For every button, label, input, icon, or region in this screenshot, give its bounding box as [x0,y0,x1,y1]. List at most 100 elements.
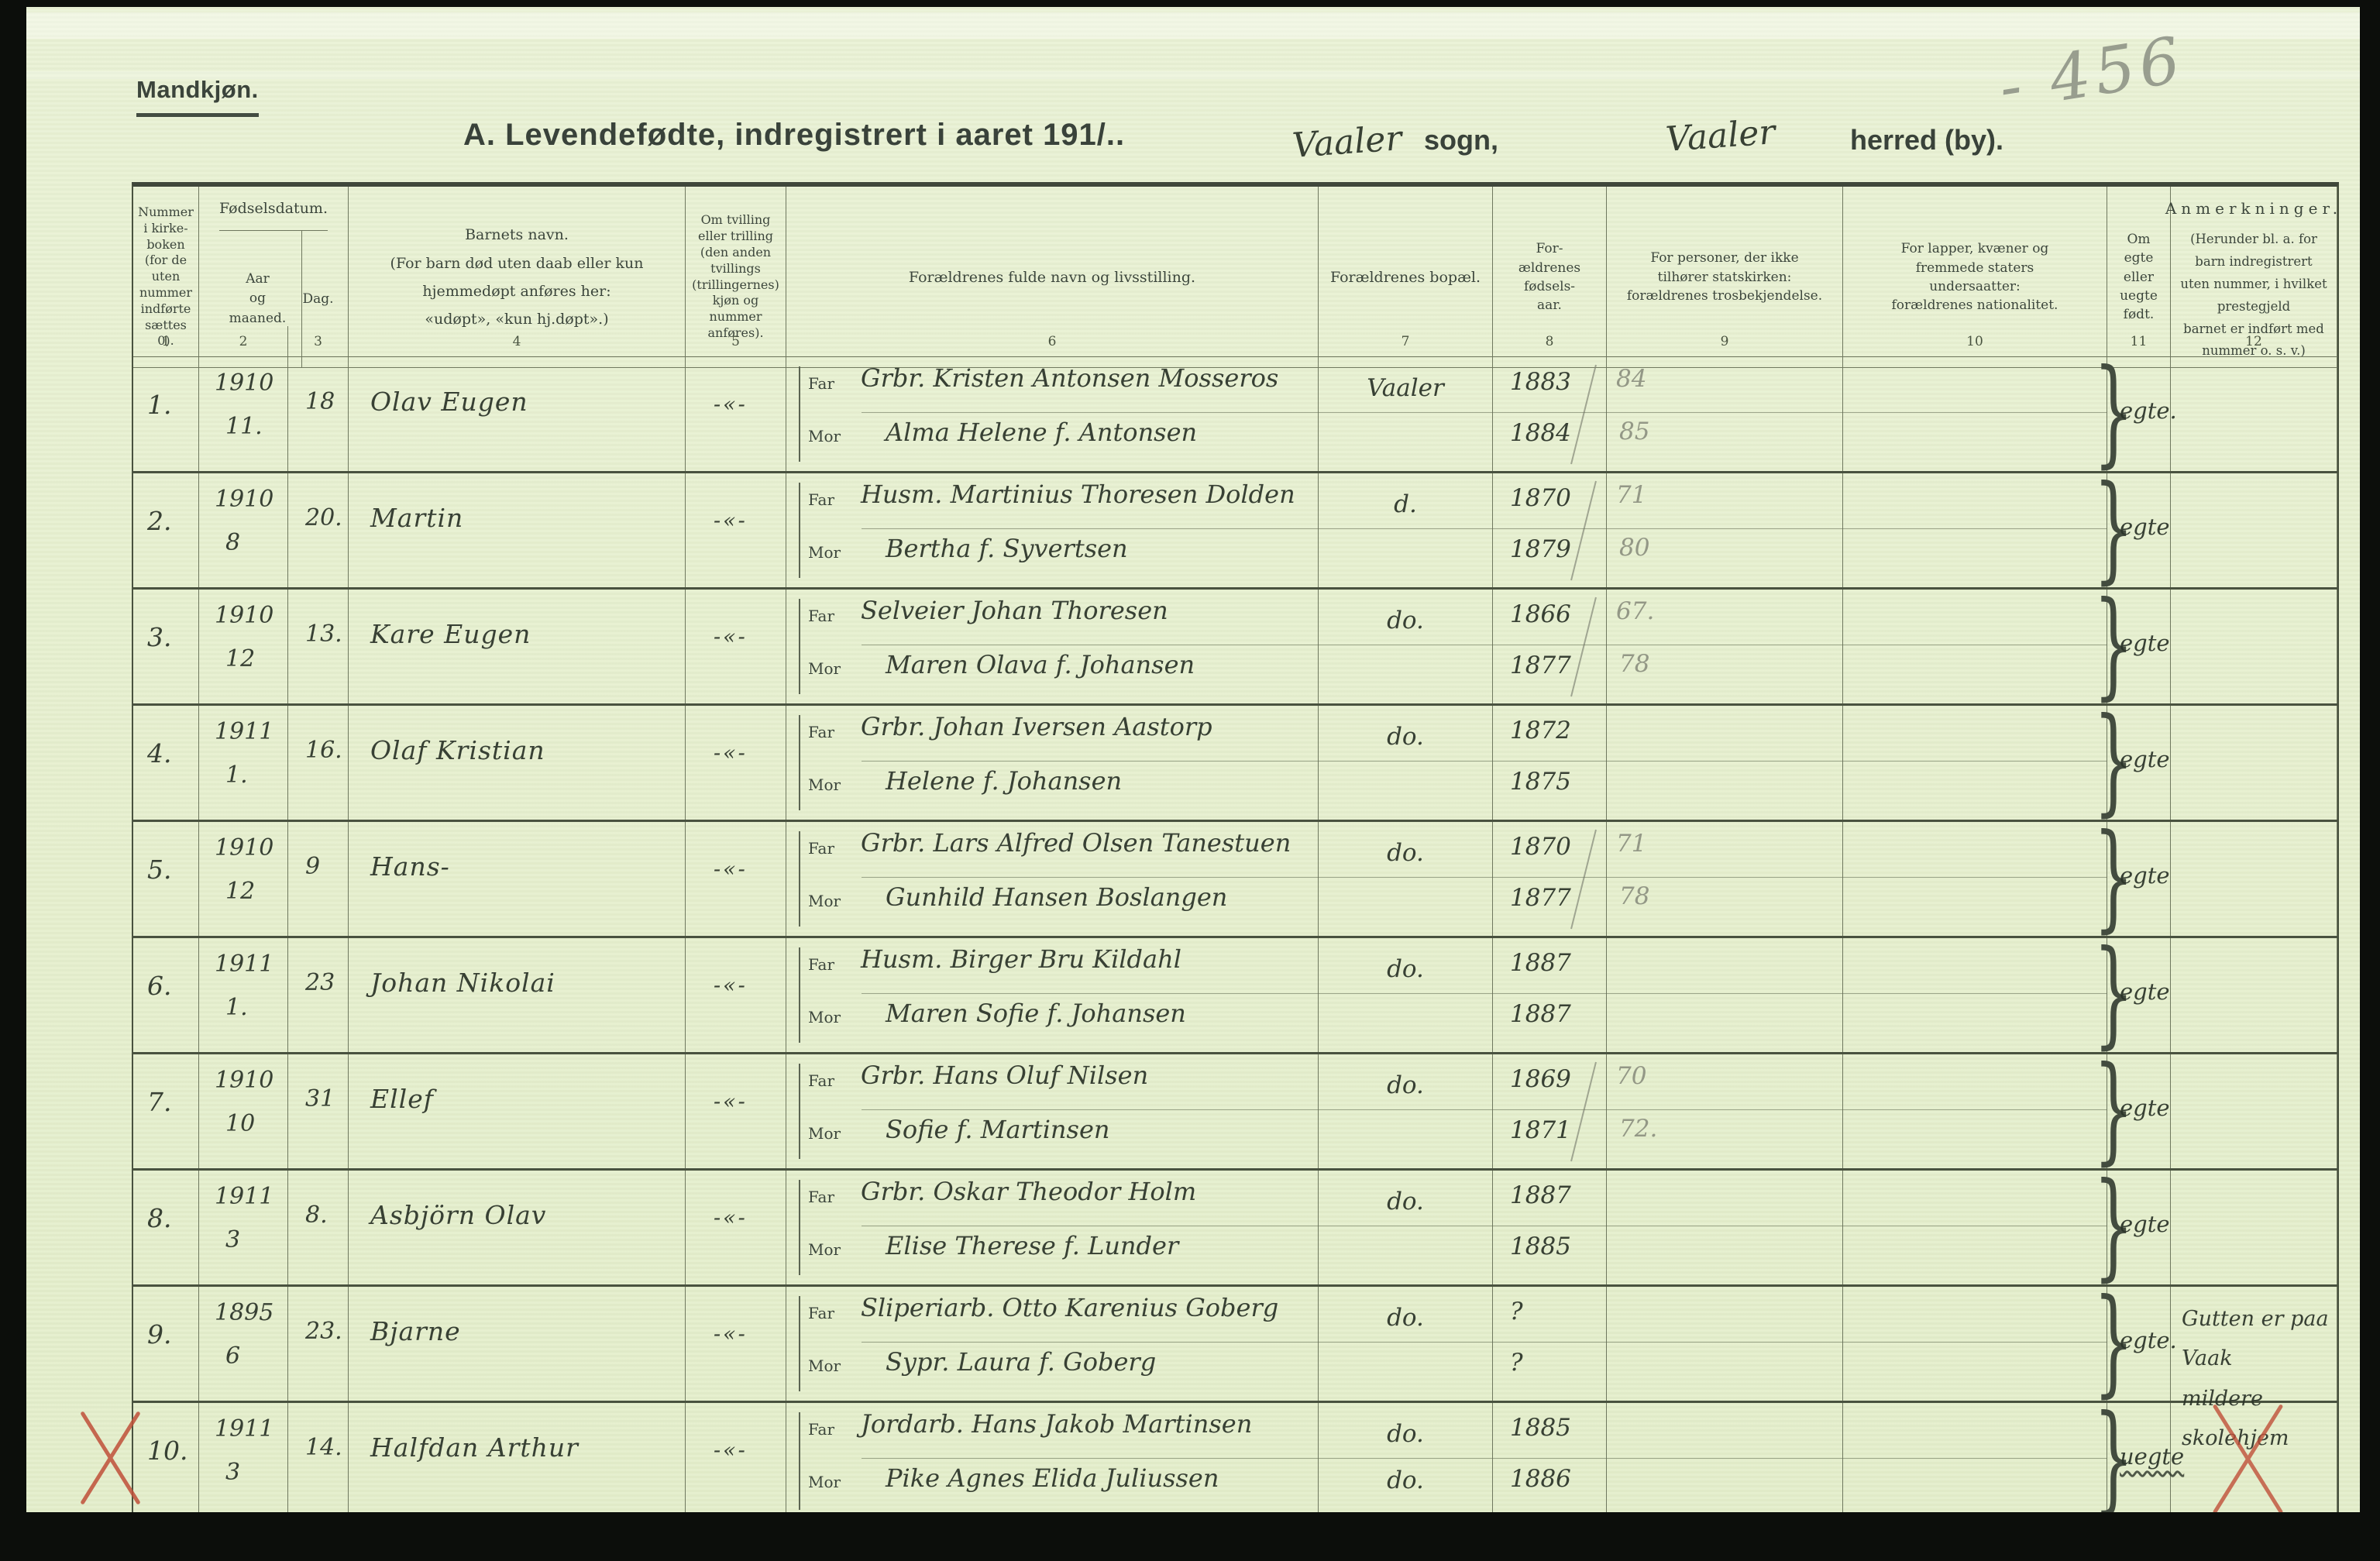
residence-handwritten: do. [1387,607,1424,634]
red-cross-mark [2211,1395,2284,1523]
table-row: 3. 1910 12 13. Kare Eugen -«- Far Mor Se… [133,586,2337,706]
entry-number-handwritten: 4. [147,738,172,768]
cell-legitimate: } uegte [2093,1400,2184,1519]
column-number: 7 [1319,326,1493,357]
mother-name-handwritten: Sypr. Laura f. Goberg [886,1347,1157,1377]
birth-year-handwritten: 1910 [215,1067,274,1094]
cell-remarks [2171,706,2337,820]
pencil-check-slash [1570,829,1597,930]
cell-nationality [1843,706,2107,820]
father-name-handwritten: Husm. Birger Bru Kildahl [861,944,1181,974]
cell-legitimate: } egte [2093,470,2171,587]
header-day: Dag. [302,291,334,308]
cell-number: 4. [133,706,199,820]
cell-remarks [2171,938,2337,1052]
cell-day: 23. [288,1287,349,1401]
residence-handwritten: d. [1394,490,1417,518]
legitimacy-handwritten: uegte [2120,1443,2185,1470]
child-name-handwritten: Johan Nikolai [370,968,555,998]
sogn-handwritten-value: Vaaler [1291,119,1403,166]
residence-handwritten: Vaaler [1367,374,1444,402]
mother-age-pencil: 72. [1619,1115,1658,1143]
twin-ditto-mark: -«- [714,1090,748,1114]
far-mor-bracket: Far Mor [799,483,848,578]
pencil-check-slash [1570,364,1597,465]
cell-legitimate: } egte [2093,935,2171,1052]
cell-remarks [2171,590,2337,703]
cell-twin: -«- [686,938,786,1052]
cell-year-month: 1895 6 [199,1287,288,1401]
cell-twin: -«- [686,357,786,471]
father-name-handwritten: Grbr. Hans Oluf Nilsen [861,1061,1149,1090]
mor-label: Mor [808,543,841,562]
cell-child-name: Kare Eugen [349,590,686,703]
birth-day-handwritten: 14. [305,1434,342,1461]
father-birthyear-handwritten: 1887 [1510,1181,1571,1209]
mother-name-handwritten: Elise Therese f. Lunder [886,1231,1179,1260]
mother-birthyear-handwritten: 1887 [1510,1000,1571,1028]
father-birthyear-handwritten: 1870 [1510,484,1571,512]
header-birthdate-group: Fødselsdatum. Aar og maaned. Dag. [199,187,349,369]
father-birthyear-handwritten: 1869 [1510,1065,1571,1093]
column-number: 8 [1493,326,1607,357]
table-row: 2. 1910 8 20. Martin -«- Far Mor Husm. M… [133,470,2337,590]
header-parents-residence: Forældrenes bopæl. [1319,187,1493,369]
father-birthyear-handwritten: ? [1510,1298,1523,1325]
column-number: 9 [1607,326,1843,357]
herred-label: herred (by). [1850,124,2004,156]
cell-residence: do. [1319,822,1493,936]
cell-parents-birthyears: 1870 1877 [1493,822,1607,936]
twin-ditto-mark: -«- [714,1206,748,1230]
cell-remarks [2171,1054,2337,1168]
cell-child-name: Olaf Kristian [349,706,686,820]
cell-parents-birthyears: 1872 1875 [1493,706,1607,820]
birth-month-handwritten: 3 [225,1459,241,1486]
row-mid-rule [862,1458,2107,1459]
red-cross-mark-margin [71,1404,146,1512]
mother-name-handwritten: Alma Helene f. Antonsen [886,418,1198,447]
twin-ditto-mark: -«- [714,858,748,882]
mor-label: Mor [808,1356,841,1375]
cell-child-name: Olav Eugen [349,357,686,471]
entry-number-handwritten: 6. [147,971,172,1001]
cell-number: 5. [133,822,199,936]
header-nationality: For lapper, kvæner og fremmede staters u… [1843,187,2107,369]
scan-light-band [0,71,2380,79]
cell-residence: do. do. [1319,1403,1493,1519]
birth-month-handwritten: 1. [225,762,248,789]
birth-month-handwritten: 3 [225,1226,241,1253]
remark-handwritten: Gutten er paa Vaak mildere skolehjem [2182,1307,2329,1450]
far-label: Far [808,1188,835,1206]
cell-residence: d. [1319,473,1493,587]
legitimacy-handwritten: egte. [2120,1327,2177,1353]
table-row: 5. 1910 12 9 Hans- -«- Far Mor Grbr. Lar… [133,819,2337,938]
herred-handwritten-value: Vaaler [1664,112,1776,160]
child-name-handwritten: Halfdan Arthur [370,1432,579,1463]
cell-residence: do. [1319,1054,1493,1168]
mor-label: Mor [808,1473,841,1491]
far-mor-bracket: Far Mor [799,715,848,810]
cell-day: 8. [288,1171,349,1284]
entry-number-handwritten: 5. [147,854,172,885]
cell-nationality [1843,822,2107,936]
birth-year-handwritten: 1911 [215,718,274,745]
cell-remarks [2171,1403,2337,1519]
birth-day-handwritten: 16. [305,737,342,764]
cell-day: 9 [288,822,349,936]
cell-religion: 84 85 [1607,357,1843,471]
column-number: 5 [686,326,786,357]
cell-parents-names: Far Mor Husm. Birger Bru Kildahl Maren S… [786,938,1319,1052]
twin-ditto-mark: -«- [714,1439,748,1463]
cell-child-name: Martin [349,473,686,587]
legitimacy-handwritten: egte [2120,862,2170,889]
cell-residence: do. [1319,706,1493,820]
cell-day: 18 [288,357,349,471]
table-row: 7. 1910 10 31 Ellef -«- Far Mor Grbr. Ha… [133,1051,2337,1171]
far-mor-bracket: Far Mor [799,1296,848,1391]
row-mid-rule [862,1342,2107,1343]
cell-religion [1607,1171,1843,1284]
father-name-handwritten: Husm. Martinius Thoresen Dolden [861,480,1295,509]
table-header: Nummer i kirke- boken (for de uten numme… [133,187,2337,369]
father-age-pencil: 70 [1616,1062,1647,1090]
